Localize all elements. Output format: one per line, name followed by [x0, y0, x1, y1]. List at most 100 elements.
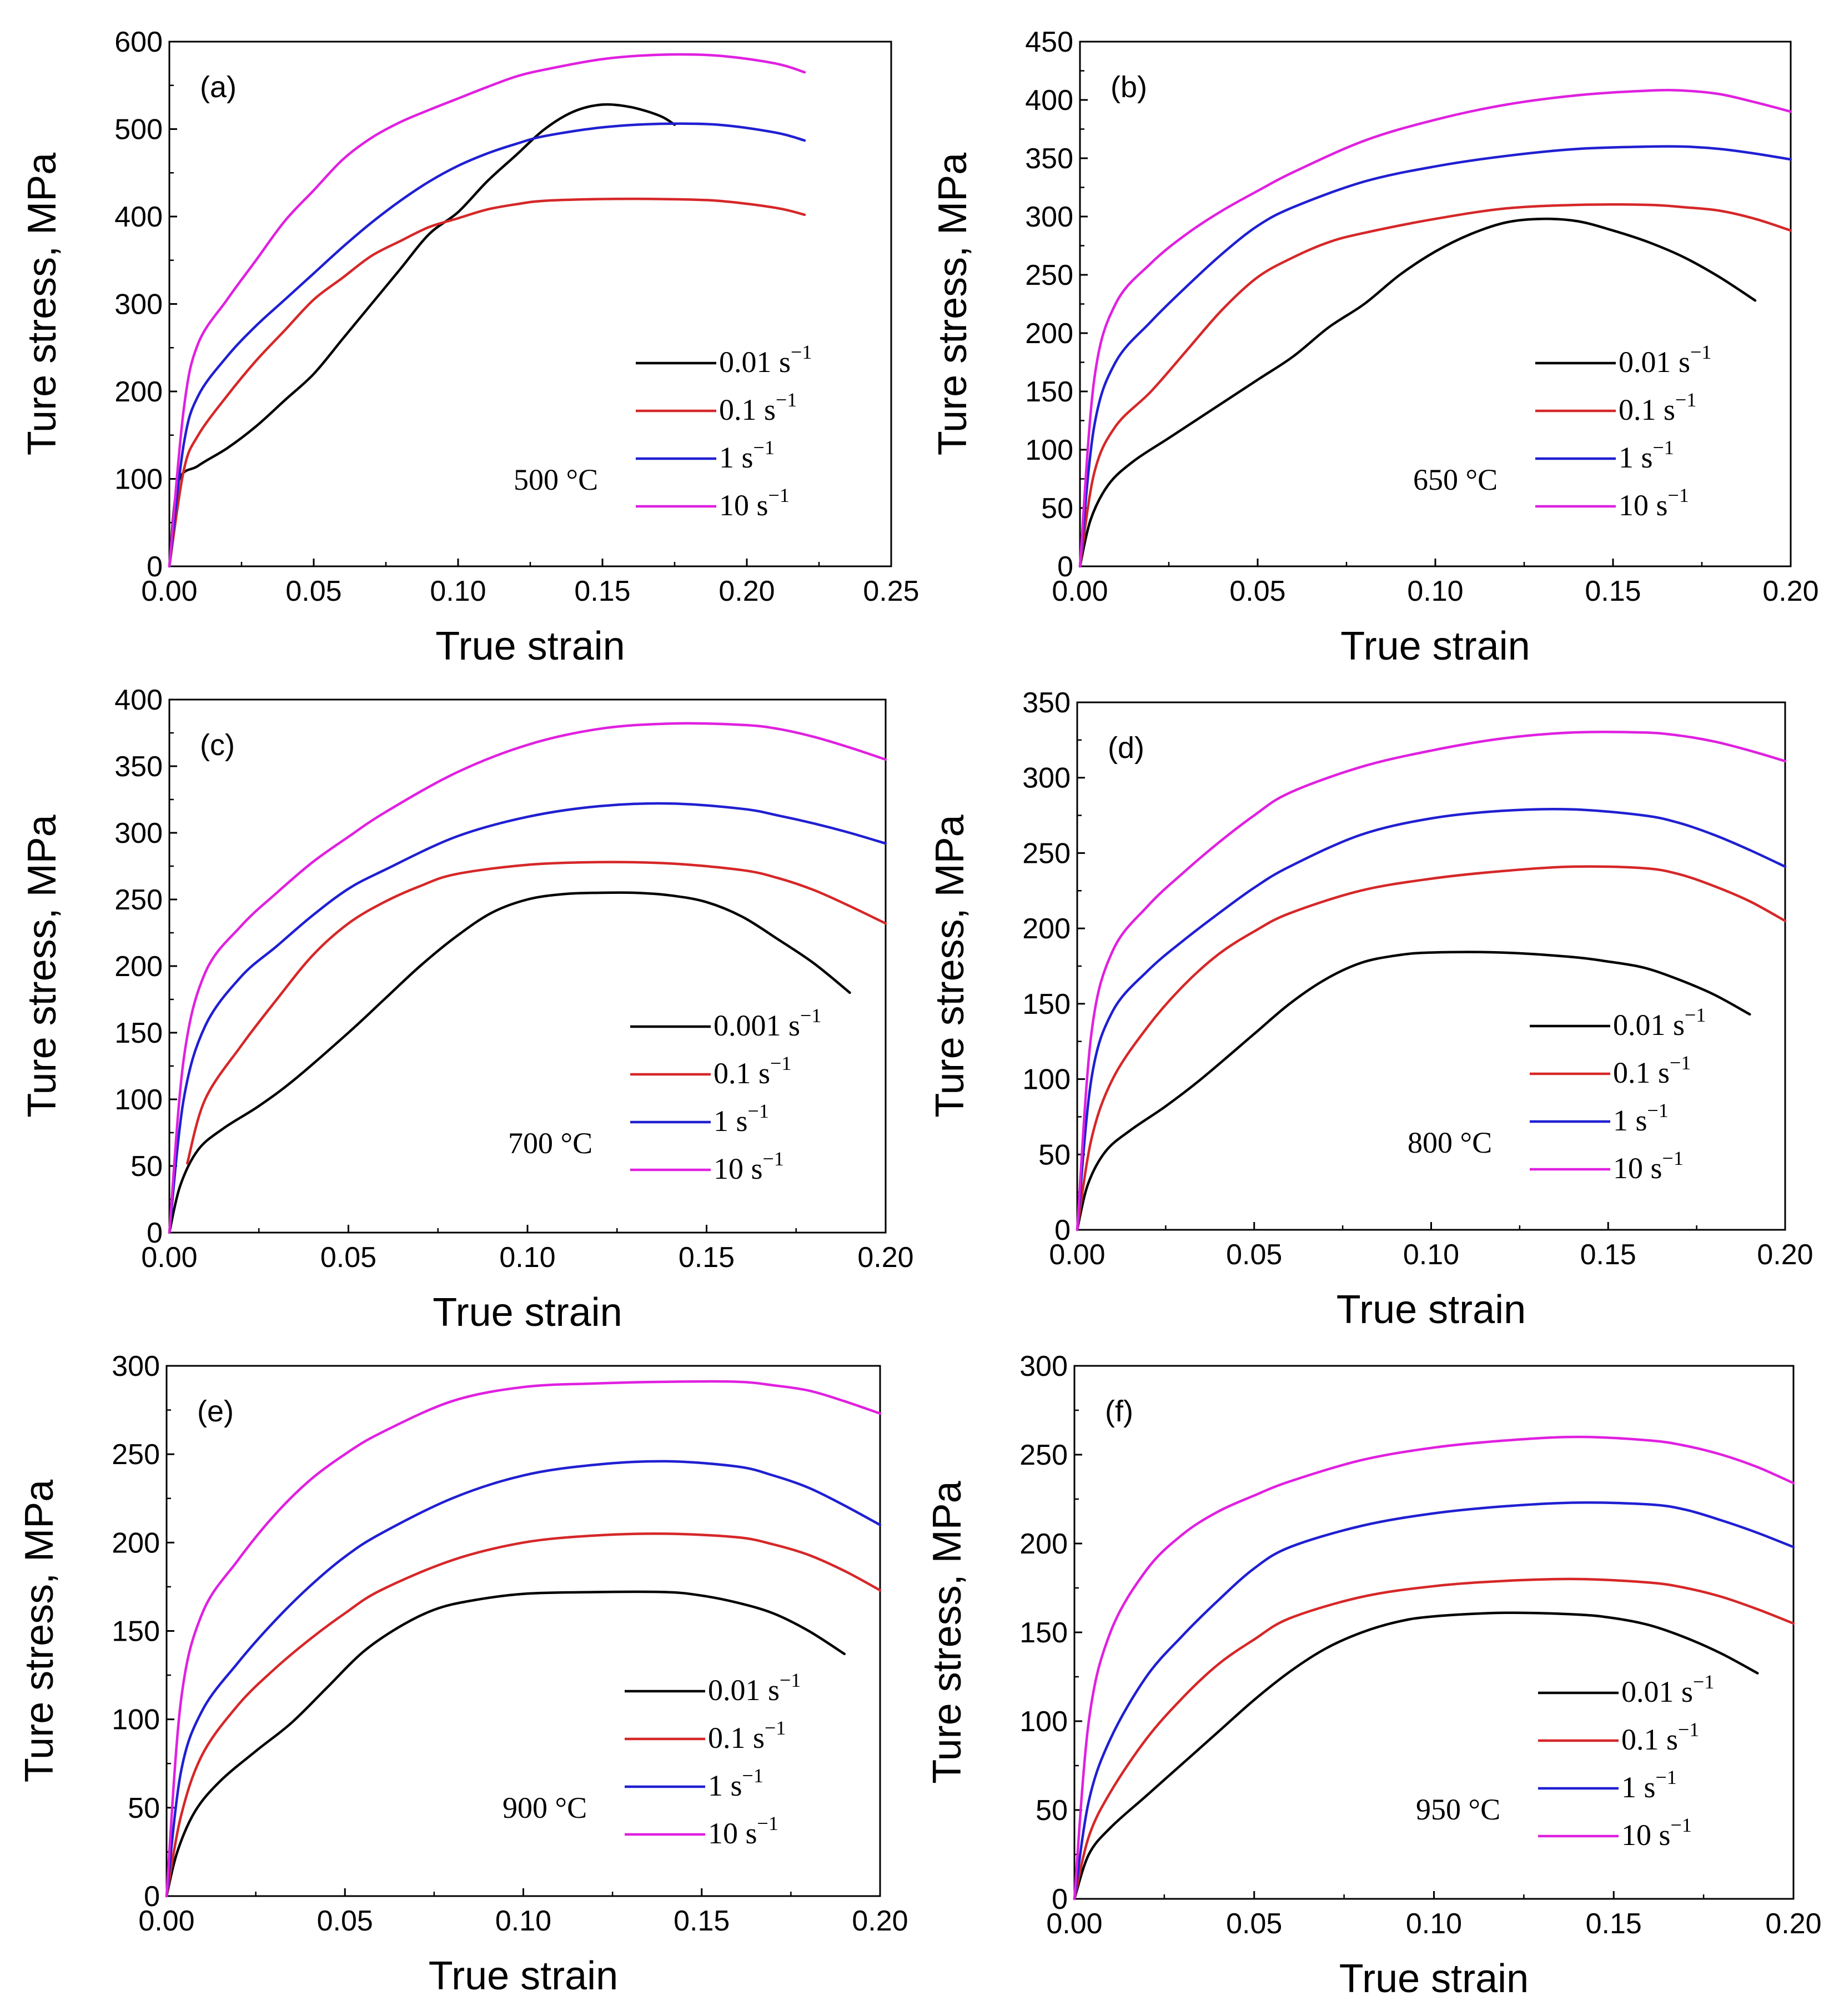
legend-exponent: −1: [791, 341, 812, 363]
legend-label: 0.001 s−1: [714, 1004, 821, 1042]
legend-item: 10 s−1: [1538, 1814, 1692, 1852]
series-line-0_01: [168, 103, 676, 568]
series-line-1: [1078, 145, 1792, 568]
legend-label-text: 10 s: [1621, 1818, 1671, 1852]
legend-item: 0.1 s−1: [1530, 1052, 1691, 1089]
legend-label: 0.1 s−1: [708, 1717, 786, 1754]
legend-label-text: 0.01 s: [1619, 345, 1690, 379]
series-line-1: [1076, 807, 1787, 1231]
legend-label: 10 s−1: [1619, 484, 1689, 522]
y-tick-label: 350: [114, 751, 163, 783]
y-tick-label: 100: [112, 1704, 160, 1736]
legend: 0.01 s−1 0.1 s−1 1 s−1 10 s−1: [1530, 1004, 1706, 1185]
legend-exponent: −1: [1690, 341, 1711, 363]
temperature-label: 900 °C: [503, 1791, 587, 1824]
legend-label-text: 0.001 s: [714, 1009, 800, 1042]
temperature-label: 500 °C: [514, 463, 598, 496]
x-tick-label: 0.15: [674, 1905, 730, 1937]
legend-label: 10 s−1: [714, 1148, 784, 1185]
y-axis: 0 100 200 300 400 500 600: [114, 26, 177, 583]
y-tick-label: 100: [1019, 1706, 1068, 1738]
x-tick-label: 0.20: [1757, 1239, 1813, 1271]
y-tick-label: 100: [114, 1084, 163, 1116]
x-axis-title: True strain: [1339, 1957, 1529, 2001]
x-tick-label: 0.00: [141, 575, 197, 607]
legend-label: 1 s−1: [708, 1764, 763, 1802]
legend-label: 0.01 s−1: [1613, 1004, 1706, 1042]
legend-label: 0.01 s−1: [719, 341, 812, 379]
legend-label-text: 0.1 s: [708, 1721, 765, 1754]
legend-item: 0.01 s−1: [625, 1669, 801, 1707]
y-tick-label: 300: [1019, 1350, 1068, 1382]
legend-label-text: 1 s: [719, 441, 753, 474]
legend-item: 10 s−1: [1535, 484, 1689, 522]
legend-item: 1 s−1: [1535, 436, 1674, 474]
legend-item: 10 s−1: [1530, 1147, 1684, 1185]
y-axis: 0 50 100 150 200 250 300: [1019, 1350, 1082, 1916]
series-lines: [1078, 89, 1792, 568]
x-tick-label: 0.10: [1403, 1239, 1459, 1271]
legend-label-text: 10 s: [719, 489, 768, 522]
panel-label: (b): [1111, 71, 1147, 104]
x-tick-label: 0.10: [495, 1905, 551, 1937]
legend-label-text: 0.1 s: [1619, 393, 1675, 426]
panel-d: 0.00 0.05 0.10 0.15 0.20 0 50 100 150 200 250 300 35…: [928, 687, 1813, 1332]
series-line-0_1: [1073, 1577, 1795, 1901]
x-tick-label: 0.05: [317, 1905, 373, 1937]
legend-label-text: 0.01 s: [1613, 1008, 1685, 1042]
legend-label-text: 0.01 s: [719, 345, 791, 379]
legend-item: 10 s−1: [630, 1148, 784, 1185]
legend-item: 1 s−1: [1530, 1099, 1669, 1137]
legend-label: 0.1 s−1: [1619, 389, 1696, 426]
y-tick-label: 500: [114, 114, 163, 146]
y-tick-label: 0: [1052, 1883, 1068, 1916]
legend-exponent: −1: [768, 484, 790, 506]
legend-label-text: 1 s: [708, 1769, 742, 1802]
panel-e: 0.00 0.05 0.10 0.15 0.20 0 50 100 150 200 250 300 Tr…: [17, 1350, 908, 1998]
series-line-0_01: [1078, 217, 1757, 568]
legend-exponent: −1: [753, 436, 775, 459]
temperature-label: 950 °C: [1416, 1793, 1500, 1826]
x-axis: 0.00 0.05 0.10 0.15 0.20: [1052, 559, 1819, 607]
series-line-0_1: [168, 197, 806, 568]
series-lines: [168, 53, 806, 568]
legend-label: 0.1 s−1: [1621, 1718, 1699, 1756]
legend-exponent: −1: [765, 1717, 786, 1739]
legend-exponent: −1: [776, 389, 797, 411]
x-axis: 0.00 0.05 0.10 0.15 0.20: [1046, 1891, 1822, 1940]
x-tick-label: 0.15: [1586, 1908, 1642, 1940]
legend-label-text: 1 s: [714, 1104, 748, 1138]
x-tick-label: 0.00: [1052, 575, 1108, 607]
legend-exponent: −1: [1693, 1671, 1714, 1693]
panel-label: (d): [1108, 731, 1144, 765]
legend-label-text: 1 s: [1621, 1771, 1656, 1804]
legend-item: 1 s−1: [1538, 1766, 1677, 1804]
panel-label: (e): [197, 1395, 234, 1428]
y-tick-label: 200: [1025, 318, 1073, 350]
legend-label-text: 10 s: [714, 1152, 763, 1185]
legend: 0.001 s−10.1 s−11 s−110 s−1: [630, 1004, 821, 1185]
legend-exponent: −1: [1668, 484, 1689, 506]
legend-label: 0.01 s−1: [708, 1669, 801, 1707]
y-tick-label: 100: [1022, 1064, 1071, 1096]
legend-label: 10 s−1: [708, 1812, 778, 1850]
legend-label-text: 1 s: [1613, 1104, 1647, 1137]
x-tick-label: 0.20: [857, 1241, 913, 1274]
panel-c: 0.00 0.05 0.10 0.15 0.20 0 50 100 150 200 250 300 35…: [20, 684, 914, 1335]
y-tick-label: 350: [1025, 143, 1073, 175]
series-lines: [165, 1380, 882, 1898]
y-tick-label: 350: [1022, 687, 1071, 719]
x-axis-title: True strain: [433, 1290, 622, 1335]
legend-exponent: −1: [1675, 389, 1696, 411]
series-line-10: [168, 53, 806, 568]
legend-label: 1 s−1: [1621, 1766, 1677, 1804]
x-axis: 0.00 0.05 0.10 0.15 0.20 0.25: [141, 559, 920, 607]
y-tick-label: 0: [147, 551, 163, 583]
series-lines: [1076, 731, 1787, 1231]
y-tick-label: 50: [130, 1150, 163, 1183]
y-axis-title: Ture stress, MPa: [925, 1480, 969, 1783]
y-tick-label: 250: [1019, 1439, 1068, 1471]
x-tick-label: 0.15: [1585, 575, 1641, 607]
x-tick-label: 0.05: [1229, 575, 1285, 607]
